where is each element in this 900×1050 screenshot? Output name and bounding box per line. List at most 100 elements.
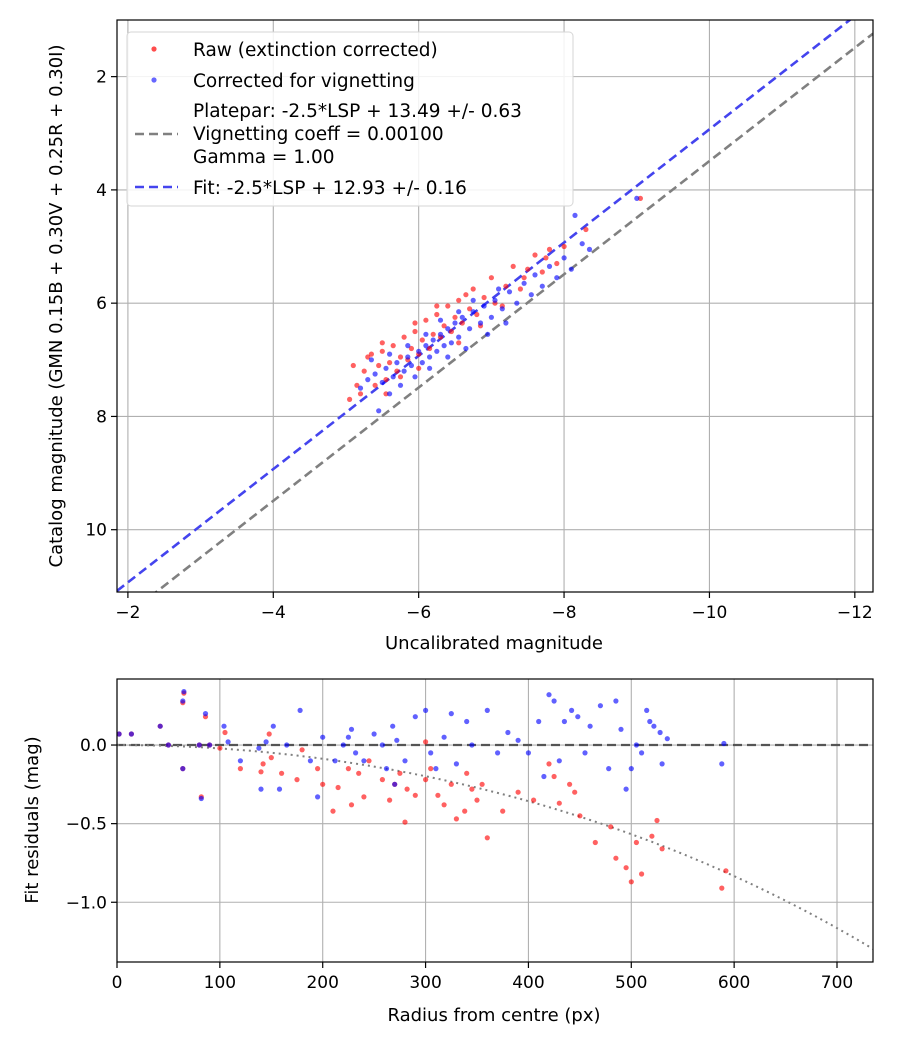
raw-extinction-corrected-point	[354, 382, 360, 388]
top-fit-lines	[117, 20, 873, 592]
raw-extinction-corrected-point	[434, 303, 440, 309]
raw-residuals-point	[279, 770, 285, 776]
raw-extinction-corrected-point	[416, 365, 422, 371]
raw-extinction-corrected-point	[397, 354, 404, 360]
raw-extinction-corrected-point	[430, 331, 436, 337]
raw-extinction-corrected-point	[357, 391, 364, 397]
vignetting-corrected-residuals-point	[551, 698, 557, 704]
raw-residuals-point	[402, 819, 408, 825]
corrected-for-vignetting-point	[456, 309, 462, 315]
vignetting-corrected-residuals-point	[623, 786, 629, 792]
legend-raw-label: Raw (extinction corrected)	[193, 40, 438, 61]
vignetting-corrected-residuals-point	[180, 698, 186, 704]
raw-extinction-corrected-point	[521, 275, 527, 281]
corrected-for-vignetting-point	[383, 365, 389, 371]
raw-extinction-corrected-point	[419, 337, 425, 343]
corrected-for-vignetting-point	[586, 246, 593, 252]
raw-extinction-corrected-point	[368, 351, 374, 357]
raw-extinction-corrected-point	[583, 226, 589, 233]
vignetting-corrected-residuals-point	[383, 766, 390, 772]
vignetting-corrected-residuals-point	[453, 761, 459, 767]
raw-residuals-point	[441, 802, 447, 808]
raw-extinction-corrected-point	[427, 345, 433, 352]
top-axes-frame	[116, 19, 874, 593]
raw-extinction-corrected-point	[488, 275, 494, 281]
top-y-ticks: 2 4 6 8 10	[85, 68, 117, 541]
vignetting-corrected-residuals-point	[320, 734, 326, 740]
vignetting-corrected-residuals-point	[505, 729, 511, 736]
raw-residuals-point	[299, 747, 305, 753]
vignetting-corrected-residuals-point	[613, 698, 619, 704]
corrected-for-vignetting-point	[459, 314, 465, 320]
raw-extinction-corrected-point	[546, 246, 553, 252]
corrected-for-vignetting-point	[437, 317, 444, 323]
vignetting-model-curve	[117, 744, 873, 950]
raw-residuals-point	[551, 773, 557, 780]
vignetting-corrected-residuals-point	[221, 723, 227, 729]
vignetting-corrected-residuals-point	[207, 742, 213, 748]
vignetting-corrected-residuals-point	[256, 745, 262, 751]
x-tick-label: −12	[837, 603, 873, 623]
vignetting-corrected-residuals-point	[647, 718, 653, 725]
vignetting-corrected-residuals-point	[390, 723, 396, 729]
vignetting-corrected-residuals-point	[181, 689, 187, 695]
raw-residuals-point	[412, 792, 418, 798]
fit-line	[117, 20, 852, 592]
corrected-for-vignetting-point	[427, 365, 433, 371]
corrected-for-vignetting-point	[379, 379, 385, 386]
vignetting-corrected-residuals-point	[536, 718, 542, 725]
raw-extinction-corrected-point	[408, 345, 414, 352]
raw-extinction-corrected-point	[412, 320, 418, 326]
y-tick-label: −1.0	[66, 893, 107, 913]
raw-extinction-corrected-point	[481, 294, 487, 301]
raw-residuals-point	[423, 777, 429, 783]
vignetting-corrected-residuals-point	[719, 761, 725, 767]
vignetting-corrected-residuals-point	[628, 766, 634, 772]
raw-residuals-point	[266, 731, 272, 737]
vignetting-corrected-residuals-point	[561, 718, 568, 725]
corrected-for-vignetting-point	[434, 348, 440, 354]
vignetting-corrected-residuals-point	[541, 773, 547, 780]
vignetting-corrected-residuals-point	[639, 750, 645, 756]
vignetting-corrected-residuals-point	[297, 707, 303, 714]
raw-residuals-point	[479, 781, 485, 787]
corrected-for-vignetting-point	[408, 362, 414, 369]
corrected-for-vignetting-point	[572, 212, 578, 218]
corrected-for-vignetting-point	[437, 331, 444, 337]
vignetting-corrected-residuals-point	[225, 739, 231, 745]
raw-residuals-point	[500, 808, 506, 814]
raw-extinction-corrected-point	[383, 377, 389, 383]
raw-extinction-corrected-point	[434, 311, 440, 318]
vignetting-corrected-residuals-point	[402, 758, 408, 764]
raw-residuals-point	[320, 781, 326, 787]
y-tick-label: 0.0	[80, 736, 107, 756]
corrected-for-vignetting-point	[405, 343, 411, 349]
corrected-for-vignetting-point	[463, 345, 469, 352]
raw-residuals-point	[361, 794, 367, 800]
vignetting-corrected-residuals-point	[664, 736, 670, 742]
vignetting-corrected-residuals-point	[237, 758, 243, 764]
corrected-for-vignetting-point	[368, 357, 374, 363]
vignetting-corrected-residuals-point	[202, 711, 209, 717]
corrected-for-vignetting-point	[357, 385, 364, 391]
vignetting-corrected-residuals-point	[644, 707, 650, 714]
vignetting-corrected-residuals-point	[198, 795, 204, 802]
corrected-for-vignetting-point	[448, 340, 454, 346]
raw-extinction-corrected-point	[347, 396, 353, 402]
vignetting-corrected-residuals-point	[582, 750, 588, 756]
corrected-for-vignetting-point	[521, 280, 527, 286]
vignetting-corrected-residuals-point	[618, 726, 624, 732]
raw-residuals-point	[294, 777, 300, 783]
corrected-for-vignetting-point	[365, 377, 371, 383]
corrected-for-vignetting-point	[405, 354, 411, 360]
corrected-for-vignetting-point	[467, 326, 473, 332]
vignetting-corrected-residuals-point	[597, 703, 604, 709]
raw-residuals-point	[628, 879, 634, 885]
raw-residuals-point	[546, 761, 552, 767]
vignetting-corrected-residuals-point	[606, 766, 612, 772]
raw-residuals-point	[315, 766, 321, 772]
vignetting-corrected-residuals-point	[441, 734, 447, 740]
vignetting-corrected-residuals-point	[270, 723, 276, 729]
vignetting-corrected-residuals-point	[379, 742, 385, 748]
corrected-for-vignetting-point	[470, 297, 476, 303]
